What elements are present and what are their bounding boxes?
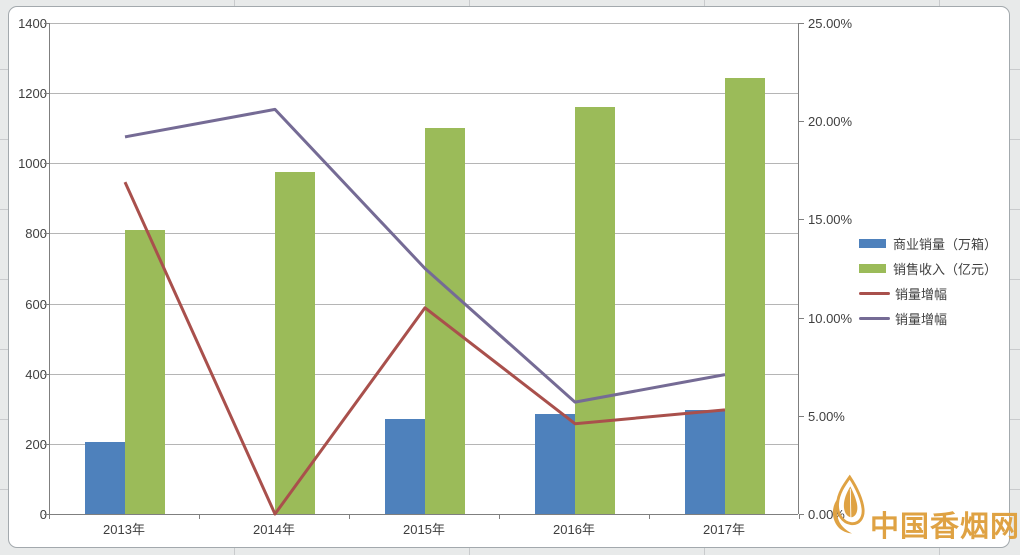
legend-line-swatch (859, 292, 890, 295)
bar-销售收入（亿元）-2013年 (125, 229, 165, 514)
x-axis-tick (199, 514, 200, 519)
left-axis-tick-label: 800 (25, 226, 47, 242)
gridline (50, 373, 798, 375)
right-axis-tick (799, 219, 804, 221)
left-axis-tick-label: 1000 (18, 156, 47, 172)
x-axis-category-label: 2014年 (253, 522, 295, 537)
legend: 商业销量（万箱） 销售收入（亿元） 销量增幅 销量增幅 (859, 231, 997, 331)
legend-label: 销售收入（亿元） (893, 262, 998, 277)
line-销量增幅 (124, 107, 726, 404)
x-axis-tick (349, 514, 350, 519)
legend-label: 销量增幅 (895, 287, 948, 302)
x-axis-tick (649, 514, 650, 519)
legend-item: 销量增幅 (859, 281, 997, 306)
x-axis-tick (799, 514, 800, 519)
left-axis-tick (44, 514, 49, 515)
x-axis-category-label: 2017年 (703, 522, 745, 537)
x-axis-category-label: 2016年 (553, 522, 595, 537)
right-axis-tick-label: 25.00% (808, 16, 853, 31)
plot-area (49, 23, 799, 516)
bar-商业销量（万箱）-2015年 (385, 419, 425, 514)
bar-销售收入（亿元）-2016年 (575, 107, 615, 514)
right-axis-tick-label: 20.00% (808, 114, 853, 130)
right-axis-tick (799, 415, 804, 417)
left-axis-tick (44, 303, 49, 305)
legend-item: 销量增幅 (859, 306, 997, 331)
x-axis-tick (499, 514, 500, 519)
legend-item: 商业销量（万箱） (859, 231, 997, 256)
bar-销售收入（亿元）-2017年 (725, 78, 765, 514)
x-axis-category-label: 2013年 (103, 522, 145, 537)
left-axis-tick-label: 0 (9, 507, 47, 522)
legend-line-swatch (859, 317, 890, 320)
x-axis-tick (49, 514, 50, 519)
left-axis-tick (44, 163, 49, 165)
gridline (50, 93, 798, 95)
bar-销售收入（亿元）-2015年 (425, 128, 465, 514)
right-axis-tick-label: 0.00% (808, 507, 845, 522)
line-销量增幅 (123, 181, 726, 516)
left-axis-tick (44, 443, 49, 445)
right-axis-tick (799, 121, 804, 123)
left-axis-tick-label: 200 (25, 436, 47, 452)
left-axis-tick-label: 1400 (18, 16, 47, 31)
line-series-overlay (123, 107, 726, 516)
chart-frame: 1400 1200 1000 800 600 400 200 0 25.00% 20.00% 15… (8, 6, 1010, 548)
legend-bar-swatch (859, 239, 886, 248)
gridline (50, 163, 798, 165)
right-axis-tick-label: 10.00% (808, 310, 853, 326)
left-axis-tick (44, 23, 49, 24)
left-axis-tick-label: 1200 (18, 86, 47, 102)
right-axis-tick (799, 317, 804, 319)
left-axis-tick-label: 600 (25, 296, 47, 312)
gridline (50, 233, 798, 235)
legend-item: 销售收入（亿元） (859, 256, 997, 281)
left-axis-tick (44, 233, 49, 235)
right-axis-tick (799, 23, 804, 24)
gridline (50, 303, 798, 305)
left-axis-tick (44, 373, 49, 375)
left-axis-tick (44, 93, 49, 95)
bar-商业销量（万箱）-2016年 (535, 414, 575, 514)
x-axis-category-label: 2015年 (403, 522, 445, 537)
gridline (50, 23, 798, 24)
left-axis-tick-label: 400 (25, 366, 47, 382)
legend-label: 销量增幅 (895, 312, 948, 327)
right-axis-tick (799, 514, 804, 515)
right-axis-tick-label: 5.00% (808, 408, 845, 424)
bar-销售收入（亿元）-2014年 (275, 172, 315, 514)
legend-label: 商业销量（万箱） (893, 237, 998, 252)
legend-bar-swatch (859, 264, 886, 273)
bar-商业销量（万箱）-2013年 (85, 442, 125, 514)
right-axis-tick-label: 15.00% (808, 212, 853, 228)
x-axis-line (50, 514, 798, 515)
bar-商业销量（万箱）-2017年 (685, 409, 725, 514)
